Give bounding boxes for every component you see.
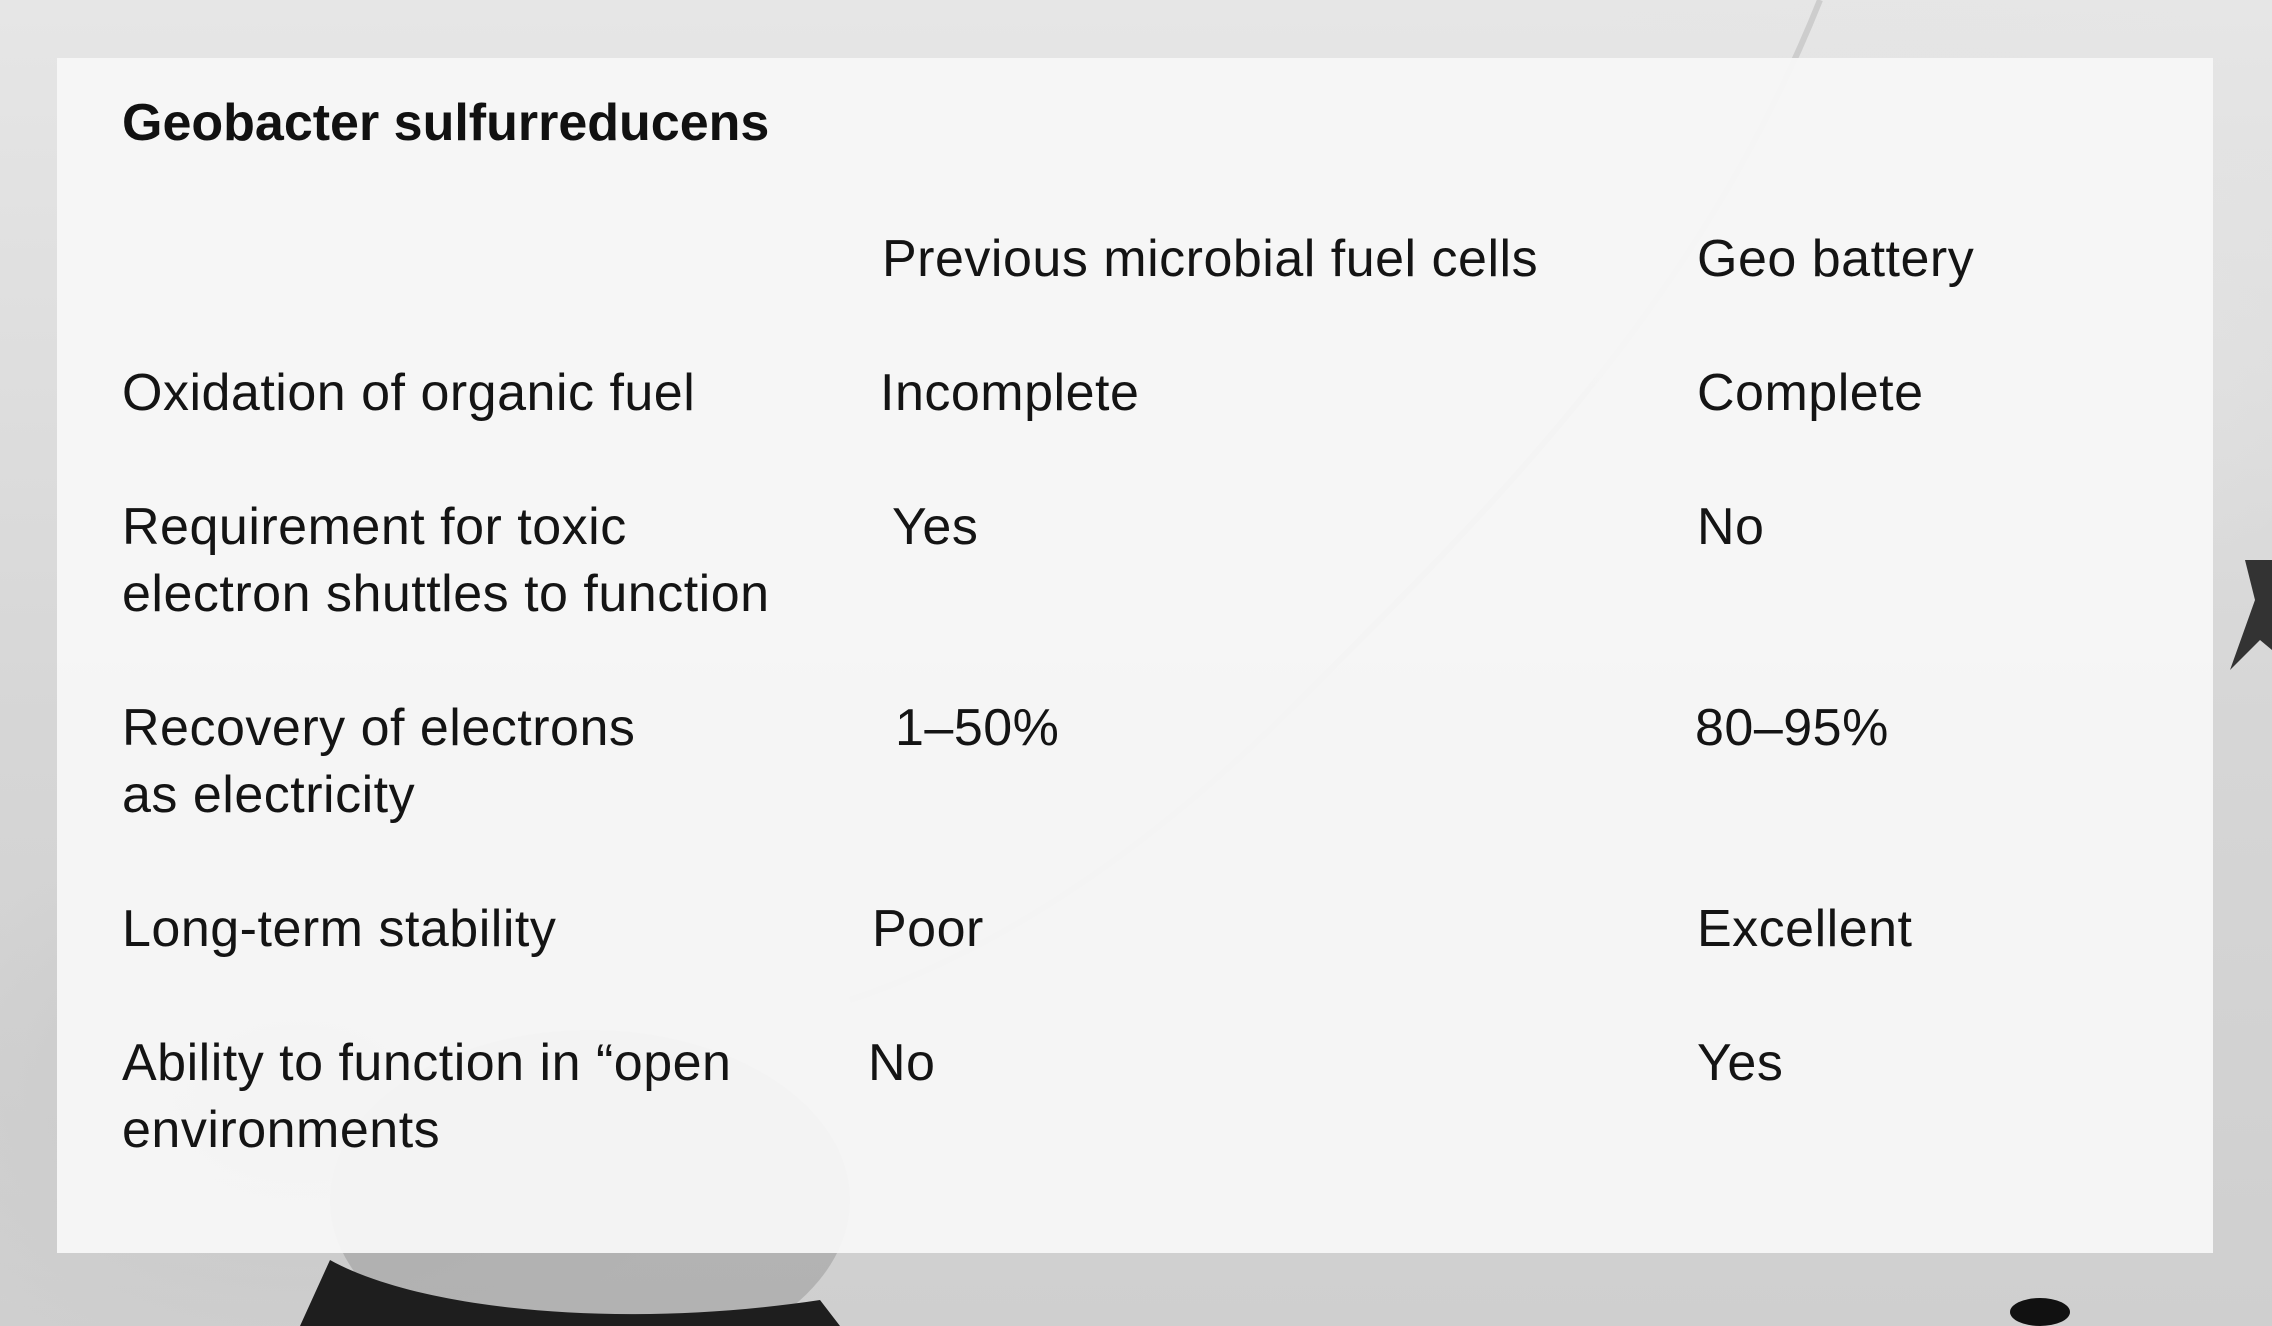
row-label-stability: Long-term stability — [122, 900, 557, 958]
previous-value-oxidation: Incomplete — [880, 364, 1140, 422]
row-label-toxic-line1: Requirement for toxic — [122, 498, 627, 556]
row-label-oxidation: Oxidation of organic fuel — [122, 364, 696, 422]
page-title: Geobacter sulfurreducens — [122, 94, 770, 152]
table-panel — [57, 58, 2213, 1253]
column-header-geo: Geo battery — [1697, 230, 1975, 288]
row-label-recovery-line2: as electricity — [122, 766, 416, 824]
row-label-open-env-line1: Ability to function in “open — [122, 1034, 732, 1092]
row-label-toxic-line2: electron shuttles to function — [122, 565, 770, 623]
column-header-previous: Previous microbial fuel cells — [882, 230, 1539, 288]
geo-value-toxic: No — [1697, 498, 1765, 556]
previous-value-open-env: No — [868, 1034, 936, 1092]
geo-value-open-env: Yes — [1697, 1034, 1784, 1092]
previous-value-stability: Poor — [872, 900, 984, 958]
geo-value-oxidation: Complete — [1697, 364, 1924, 422]
previous-value-toxic: Yes — [892, 498, 979, 556]
row-label-recovery-line1: Recovery of electrons — [122, 699, 636, 757]
previous-value-recovery: 1–50% — [895, 699, 1060, 757]
row-label-open-env-line2: environments — [122, 1101, 441, 1159]
geo-value-recovery: 80–95% — [1695, 699, 1889, 757]
geo-value-stability: Excellent — [1697, 900, 1913, 958]
